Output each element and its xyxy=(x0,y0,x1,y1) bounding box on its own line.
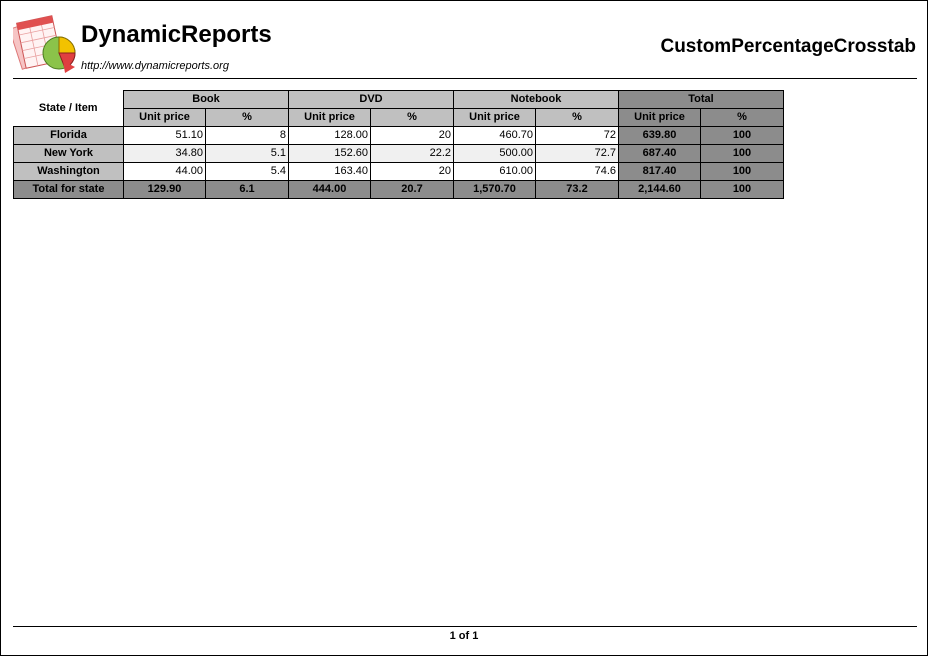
row-total-cell: 817.40 xyxy=(618,162,701,181)
table-cell: 500.00 xyxy=(453,144,536,163)
measure-header: Unit price xyxy=(453,108,536,127)
table-cell: 8 xyxy=(205,126,289,145)
table-cell: 5.1 xyxy=(205,144,289,163)
column-group-header-row: State / Item Book DVD Notebook Total xyxy=(13,90,784,127)
total-cell: 6.1 xyxy=(205,180,289,199)
row-header-state: New York xyxy=(13,144,124,163)
column-group-book: Book xyxy=(123,90,289,109)
column-group-notebook: Notebook xyxy=(453,90,619,109)
table-cell: 152.60 xyxy=(288,144,371,163)
footer-divider xyxy=(13,626,917,627)
row-total-cell: 639.80 xyxy=(618,126,701,145)
table-row: Washington 44.00 5.4 163.40 20 610.00 74… xyxy=(13,162,784,181)
grand-total-cell: 100 xyxy=(700,180,784,199)
row-header-state: Florida xyxy=(13,126,124,145)
measure-header: Unit price xyxy=(618,108,701,127)
table-cell: 72.7 xyxy=(535,144,619,163)
total-cell: 444.00 xyxy=(288,180,371,199)
table-cell: 20 xyxy=(370,162,454,181)
measure-header: % xyxy=(700,108,784,127)
measure-header: % xyxy=(535,108,619,127)
table-row: New York 34.80 5.1 152.60 22.2 500.00 72… xyxy=(13,144,784,163)
grand-total-cell: 2,144.60 xyxy=(618,180,701,199)
total-row: Total for state 129.90 6.1 444.00 20.7 1… xyxy=(13,180,784,199)
row-total-cell: 100 xyxy=(700,162,784,181)
dynamicreports-logo-icon xyxy=(13,15,76,73)
report-title: CustomPercentageCrosstab xyxy=(660,36,916,57)
total-cell: 129.90 xyxy=(123,180,206,199)
total-cell: 1,570.70 xyxy=(453,180,536,199)
measure-header: % xyxy=(370,108,454,127)
corner-label: State / Item xyxy=(13,90,124,127)
row-header-state: Washington xyxy=(13,162,124,181)
table-cell: 44.00 xyxy=(123,162,206,181)
total-cell: 20.7 xyxy=(370,180,454,199)
row-total-cell: 100 xyxy=(700,144,784,163)
column-group-total: Total xyxy=(618,90,784,109)
table-cell: 128.00 xyxy=(288,126,371,145)
column-group-dvd: DVD xyxy=(288,90,454,109)
table-cell: 74.6 xyxy=(535,162,619,181)
header-divider xyxy=(13,78,917,79)
total-row-label: Total for state xyxy=(13,180,124,199)
total-cell: 73.2 xyxy=(535,180,619,199)
table-cell: 34.80 xyxy=(123,144,206,163)
brand-title: DynamicReports xyxy=(81,21,272,48)
table-cell: 51.10 xyxy=(123,126,206,145)
table-cell: 163.40 xyxy=(288,162,371,181)
measure-header: Unit price xyxy=(288,108,371,127)
measure-header: % xyxy=(205,108,289,127)
row-total-cell: 687.40 xyxy=(618,144,701,163)
row-total-cell: 100 xyxy=(700,126,784,145)
measure-header: Unit price xyxy=(123,108,206,127)
table-cell: 22.2 xyxy=(370,144,454,163)
table-cell: 610.00 xyxy=(453,162,536,181)
page-number: 1 of 1 xyxy=(449,630,479,642)
measure-header-row: Unit price % Unit price % Unit price % U… xyxy=(14,108,784,127)
brand-url[interactable]: http://www.dynamicreports.org xyxy=(81,60,229,72)
crosstab-table: State / Item Book DVD Notebook Total Uni… xyxy=(13,90,784,199)
table-cell: 460.70 xyxy=(453,126,536,145)
table-cell: 5.4 xyxy=(205,162,289,181)
table-row: Florida 51.10 8 128.00 20 460.70 72 639.… xyxy=(13,126,784,145)
table-cell: 72 xyxy=(535,126,619,145)
table-cell: 20 xyxy=(370,126,454,145)
